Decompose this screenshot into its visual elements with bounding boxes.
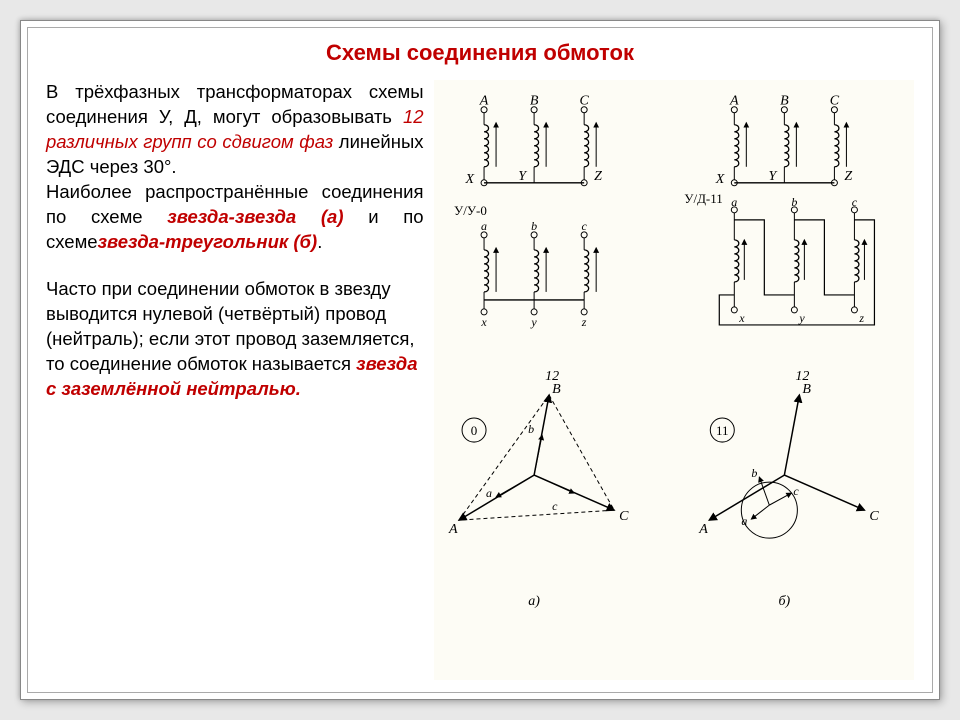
svg-text:b: b	[531, 219, 537, 233]
primary-left: A X B Y C	[464, 94, 602, 187]
p1-t1: В трёхфазных трансформаторах схемы соеди…	[46, 81, 424, 127]
vector-right: 12 B A C b c a 11 б)	[698, 369, 879, 609]
svg-text:C: C	[869, 509, 879, 524]
sub-b: б)	[778, 594, 790, 609]
outer-frame: Схемы соединения обмоток В трёхфазных тр…	[20, 20, 940, 700]
group-right-label: У/Д-11	[684, 191, 723, 206]
svg-text:z: z	[858, 311, 864, 325]
svg-text:b: b	[751, 466, 757, 480]
svg-text:A: A	[698, 522, 708, 537]
svg-text:C: C	[619, 509, 629, 524]
svg-text:Y: Y	[768, 169, 778, 184]
svg-text:X: X	[714, 172, 724, 187]
svg-text:0: 0	[470, 423, 477, 438]
svg-text:c: c	[552, 499, 558, 513]
svg-text:A: A	[448, 522, 458, 537]
svg-text:c: c	[793, 484, 799, 498]
lbl-Z: Z	[594, 169, 602, 184]
text-column: В трёхфазных трансформаторах схемы соеди…	[46, 80, 424, 680]
inner-frame: Схемы соединения обмоток В трёхфазных тр…	[27, 27, 933, 693]
vector-left: 12 B A C b a c 0 а)	[448, 369, 629, 609]
paragraph-2: Часто при соединении обмоток в звезду вы…	[46, 277, 424, 402]
svg-text:x: x	[738, 311, 745, 325]
p1-em2: звезда-звезда (а)	[167, 206, 343, 227]
content-row: В трёхфазных трансформаторах схемы соеди…	[46, 80, 914, 680]
group-left-label: У/У-0	[454, 203, 487, 218]
secondary-right: a b c	[719, 195, 874, 325]
sub-a: а)	[528, 594, 540, 609]
lbl-Y: Y	[518, 169, 528, 184]
svg-text:b: b	[528, 422, 534, 436]
p1-em3: звезда-треугольник (б)	[98, 231, 318, 252]
paragraph-1: В трёхфазных трансформаторах схемы соеди…	[46, 80, 424, 255]
svg-text:y: y	[798, 311, 805, 325]
svg-text:a: a	[486, 486, 492, 500]
winding-diagram: A X B Y C	[434, 80, 914, 680]
svg-text:c: c	[581, 219, 587, 233]
svg-text:x: x	[480, 315, 487, 329]
diagram-column: A X B Y C	[434, 80, 914, 680]
svg-text:11: 11	[716, 423, 729, 438]
primary-right: A X B Y C	[714, 94, 852, 187]
lbl-X: X	[464, 172, 474, 187]
page-title: Схемы соединения обмоток	[46, 40, 914, 66]
svg-text:B: B	[552, 382, 561, 397]
svg-text:a: a	[481, 219, 487, 233]
p1-t5: .	[317, 231, 322, 252]
svg-text:B: B	[802, 382, 811, 397]
svg-text:z: z	[580, 315, 586, 329]
secondary-left: a b c	[480, 219, 596, 329]
svg-text:Z: Z	[844, 169, 852, 184]
svg-text:y: y	[530, 315, 537, 329]
